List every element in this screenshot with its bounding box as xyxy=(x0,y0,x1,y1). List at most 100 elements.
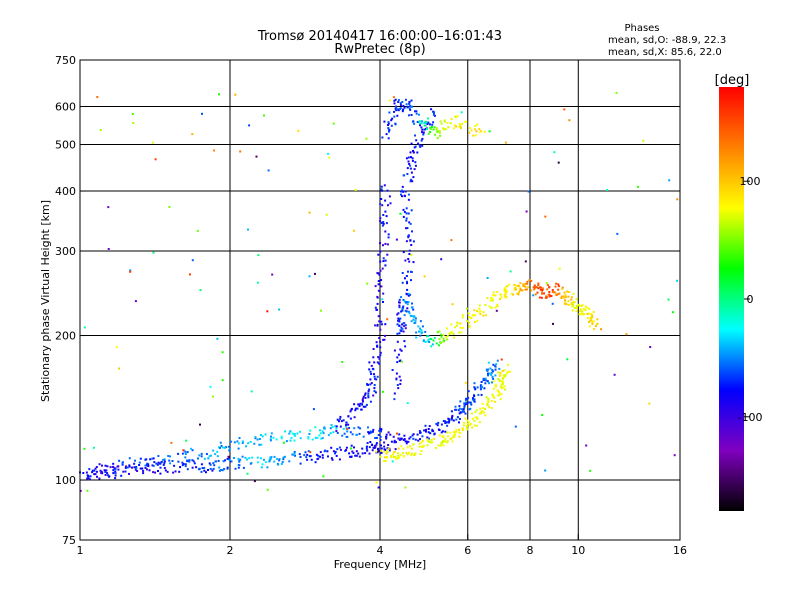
data-point-trace-1 xyxy=(208,455,211,458)
data-point-trace-1 xyxy=(135,467,138,470)
data-point-trace-2 xyxy=(430,441,433,444)
data-point-trace-1 xyxy=(357,426,360,429)
data-point-trace-4 xyxy=(402,251,405,254)
data-point-trace-0 xyxy=(351,450,354,453)
data-point-trace-1 xyxy=(190,447,193,450)
data-point-scattered xyxy=(257,254,260,257)
data-point-trace-7 xyxy=(517,284,520,287)
data-point-trace-5 xyxy=(469,127,472,130)
data-point-trace-4 xyxy=(406,227,409,230)
data-point-trace-2 xyxy=(446,431,449,434)
data-point-trace-3 xyxy=(373,390,376,393)
data-point-trace-0 xyxy=(416,433,419,436)
data-point-trace-2 xyxy=(393,455,396,458)
data-point-trace-7 xyxy=(558,292,561,295)
data-point-trace-2 xyxy=(468,424,471,427)
data-point-trace-0 xyxy=(491,376,494,378)
data-point-trace-1 xyxy=(330,424,333,426)
data-point-trace-0 xyxy=(338,446,341,449)
data-point-trace-0 xyxy=(234,467,237,470)
data-point-trace-0 xyxy=(280,462,283,465)
data-point-trace-0 xyxy=(414,438,417,441)
data-point-trace-1 xyxy=(128,457,131,460)
data-point-trace-4 xyxy=(405,219,408,222)
data-point-trace-5 xyxy=(452,127,455,130)
data-point-trace-2 xyxy=(411,452,414,455)
data-point-trace-2 xyxy=(375,450,378,453)
data-point-trace-1 xyxy=(389,433,392,436)
data-point-trace-0 xyxy=(88,478,91,481)
data-point-trace-1 xyxy=(238,437,241,439)
data-point-trace-3 xyxy=(379,250,382,253)
data-point-scattered xyxy=(325,213,328,216)
data-point-trace-1 xyxy=(319,432,322,435)
data-point-trace-0 xyxy=(488,372,491,375)
data-point-scattered xyxy=(170,441,173,444)
data-point-trace-0 xyxy=(386,447,389,450)
data-point-trace-4 xyxy=(404,345,407,348)
data-point-trace-2 xyxy=(406,453,409,456)
data-point-scattered xyxy=(308,275,311,278)
data-point-trace-1 xyxy=(379,435,382,438)
data-point-scattered xyxy=(377,486,380,489)
data-point-trace-0 xyxy=(477,393,480,396)
data-point-trace-2 xyxy=(461,427,464,430)
data-point-trace-0 xyxy=(125,465,127,468)
data-point-trace-7 xyxy=(499,298,501,301)
data-point-trace-0 xyxy=(142,469,145,472)
data-point-trace-0 xyxy=(484,377,487,380)
data-point-trace-4 xyxy=(393,398,396,401)
data-point-trace-0 xyxy=(222,460,225,463)
data-point-trace-6 xyxy=(468,321,471,324)
data-point-trace-1 xyxy=(229,447,231,450)
data-point-trace-7 xyxy=(537,282,540,285)
data-point-trace-1 xyxy=(241,440,244,443)
data-point-trace-0 xyxy=(184,463,187,466)
data-point-trace-0 xyxy=(201,467,204,469)
phase-stats-o: mean, sd,O: -88.9, 22.3 xyxy=(608,35,726,46)
data-point-trace-0 xyxy=(330,446,333,449)
colorbar-tick-label: 0 xyxy=(747,293,754,306)
data-point-trace-5 xyxy=(442,128,445,130)
data-point-trace-5 xyxy=(460,127,462,129)
data-point-trace-4 xyxy=(401,281,404,284)
data-point-trace-0 xyxy=(208,462,211,465)
data-point-trace-0 xyxy=(331,458,334,461)
data-point-trace-5 xyxy=(424,124,427,127)
data-point-trace-0 xyxy=(179,466,182,469)
data-point-trace-2 xyxy=(480,411,483,414)
data-point-trace-0 xyxy=(492,363,495,366)
data-point-trace-7 xyxy=(514,287,517,289)
data-point-trace-5 xyxy=(405,103,408,106)
data-point-trace-6 xyxy=(430,338,433,340)
data-point-trace-4 xyxy=(407,212,410,215)
data-point-trace-0 xyxy=(464,403,467,405)
data-point-trace-2 xyxy=(380,449,382,452)
data-point-trace-0 xyxy=(200,470,203,473)
data-point-trace-3 xyxy=(368,368,371,371)
data-point-trace-4 xyxy=(411,159,414,162)
data-point-trace-7 xyxy=(596,322,599,325)
data-point-trace-4 xyxy=(422,131,425,134)
data-point-trace-4 xyxy=(409,167,412,170)
data-point-trace-7 xyxy=(546,284,549,286)
data-point-scattered xyxy=(309,451,312,454)
data-point-trace-7 xyxy=(551,289,554,291)
data-point-trace-7 xyxy=(554,291,557,294)
data-point-trace-4 xyxy=(412,149,414,152)
data-point-trace-0 xyxy=(114,477,117,480)
data-point-trace-4 xyxy=(402,330,405,333)
data-point-trace-0 xyxy=(88,468,91,471)
data-point-trace-6 xyxy=(399,317,402,320)
data-point-trace-0 xyxy=(355,454,358,457)
data-point-trace-6 xyxy=(461,326,464,329)
data-point-trace-7 xyxy=(552,291,555,293)
data-point-trace-0 xyxy=(350,444,353,447)
data-point-trace-0 xyxy=(100,470,103,473)
data-point-trace-4 xyxy=(393,392,396,395)
data-point-trace-0 xyxy=(338,458,341,461)
data-point-trace-0 xyxy=(371,449,374,452)
data-point-trace-0 xyxy=(482,377,485,380)
data-point-trace-5 xyxy=(475,130,478,133)
data-point-trace-2 xyxy=(386,450,389,453)
